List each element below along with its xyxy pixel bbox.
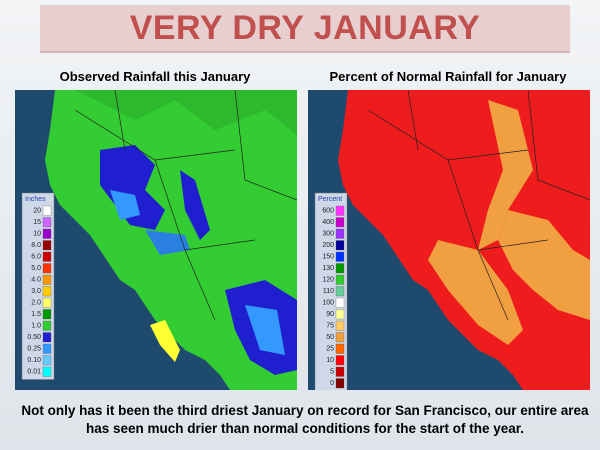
legend-label: 10: [326, 357, 334, 364]
legend-swatch: [335, 263, 345, 274]
rainfall-map: Inches 20 15 10 8.0 6.0 5.0 4.0 3.0 2.0 1.5 1.0 0.50…: [15, 90, 297, 390]
legend-label: 0.50: [27, 334, 41, 341]
legend-label: 600: [322, 208, 334, 215]
legend-swatch: [42, 366, 52, 377]
legend-title: Inches: [25, 196, 46, 203]
legend-swatch: [335, 366, 345, 377]
legend-label: 5: [330, 369, 334, 376]
map-title: Percent of Normal Rainfall for January: [329, 69, 567, 84]
legend-label: 50: [326, 334, 334, 341]
legend-swatch: [42, 309, 52, 320]
legend-swatch: [42, 286, 52, 297]
legend-title: Percent: [318, 196, 342, 203]
legend-label: 0.10: [27, 357, 41, 364]
legend-swatch: [42, 240, 52, 251]
legend-label: 75: [326, 323, 334, 330]
legend-swatch: [335, 320, 345, 331]
legend-label: 400: [322, 219, 334, 226]
legend-label: 1.5: [31, 311, 41, 318]
legend-swatch: [335, 205, 345, 216]
county-lines: [74, 90, 297, 321]
county-lines: [367, 90, 590, 321]
percent-map: Percent600400300200150130120110100907550…: [308, 90, 590, 390]
legend-swatch: [335, 297, 345, 308]
rain-area: [180, 170, 210, 240]
caption: Not only has it been the third driest Ja…: [21, 403, 589, 436]
map-title: Observed Rainfall this January: [59, 69, 251, 84]
legend-swatch: [42, 355, 52, 366]
legend-label: 90: [326, 311, 334, 318]
legend-label: 0.01: [27, 369, 41, 376]
legend-swatch: [42, 263, 52, 274]
legend-swatch: [335, 355, 345, 366]
legend-swatch: [42, 217, 52, 228]
legend-swatch: [335, 274, 345, 285]
legend-swatch: [42, 205, 52, 216]
dry-area: [428, 240, 523, 345]
legend-label: 3.0: [31, 288, 41, 295]
rain-area: [110, 190, 140, 220]
rain-area: [150, 320, 180, 362]
legend-swatch: [42, 343, 52, 354]
legend-label: 15: [33, 219, 41, 226]
legend-swatch: [335, 286, 345, 297]
legend-swatch: [335, 332, 345, 343]
legend-swatch: [335, 309, 345, 320]
rain-area: [100, 145, 165, 230]
legend-swatch: [335, 217, 345, 228]
legend-swatch: [42, 274, 52, 285]
legend-label: 10: [33, 231, 41, 238]
legend-swatch: [335, 240, 345, 251]
legend-label: 120: [322, 277, 334, 284]
legend-swatch: [42, 251, 52, 262]
land-shade: [75, 90, 297, 135]
legend-label: 130: [322, 265, 334, 272]
legend-swatch: [42, 320, 52, 331]
legend-swatch: [335, 251, 345, 262]
legend-label: 25: [326, 346, 334, 353]
rain-area: [145, 230, 190, 255]
legend-label: 0.25: [27, 346, 41, 353]
legend-label: 6.0: [31, 254, 41, 261]
dry-area: [498, 210, 590, 320]
title-banner: VERY DRY JANUARY: [40, 5, 570, 53]
legend-swatch: [42, 228, 52, 239]
dry-area: [478, 100, 533, 250]
legend-label: 2.0: [31, 300, 41, 307]
legend-swatch: [335, 228, 345, 239]
legend-label: 200: [322, 242, 334, 249]
legend-swatch: [42, 332, 52, 343]
legend-label: 20: [33, 208, 41, 215]
legend-label: 100: [322, 300, 334, 307]
legend-swatch: [42, 297, 52, 308]
legend-label: 1.0: [31, 323, 41, 330]
legend-label: 150: [322, 254, 334, 261]
legend-label: 0: [330, 380, 334, 387]
legend-label: 4.0: [31, 277, 41, 284]
legend-label: 8.0: [31, 242, 41, 249]
legend-label: 300: [322, 231, 334, 238]
legend-label: 110: [323, 288, 334, 295]
title: VERY DRY JANUARY: [129, 8, 481, 47]
legend-swatch: [335, 378, 345, 389]
legend-swatch: [335, 343, 345, 354]
legend-label: 5.0: [31, 265, 41, 272]
rain-area: [245, 305, 285, 355]
